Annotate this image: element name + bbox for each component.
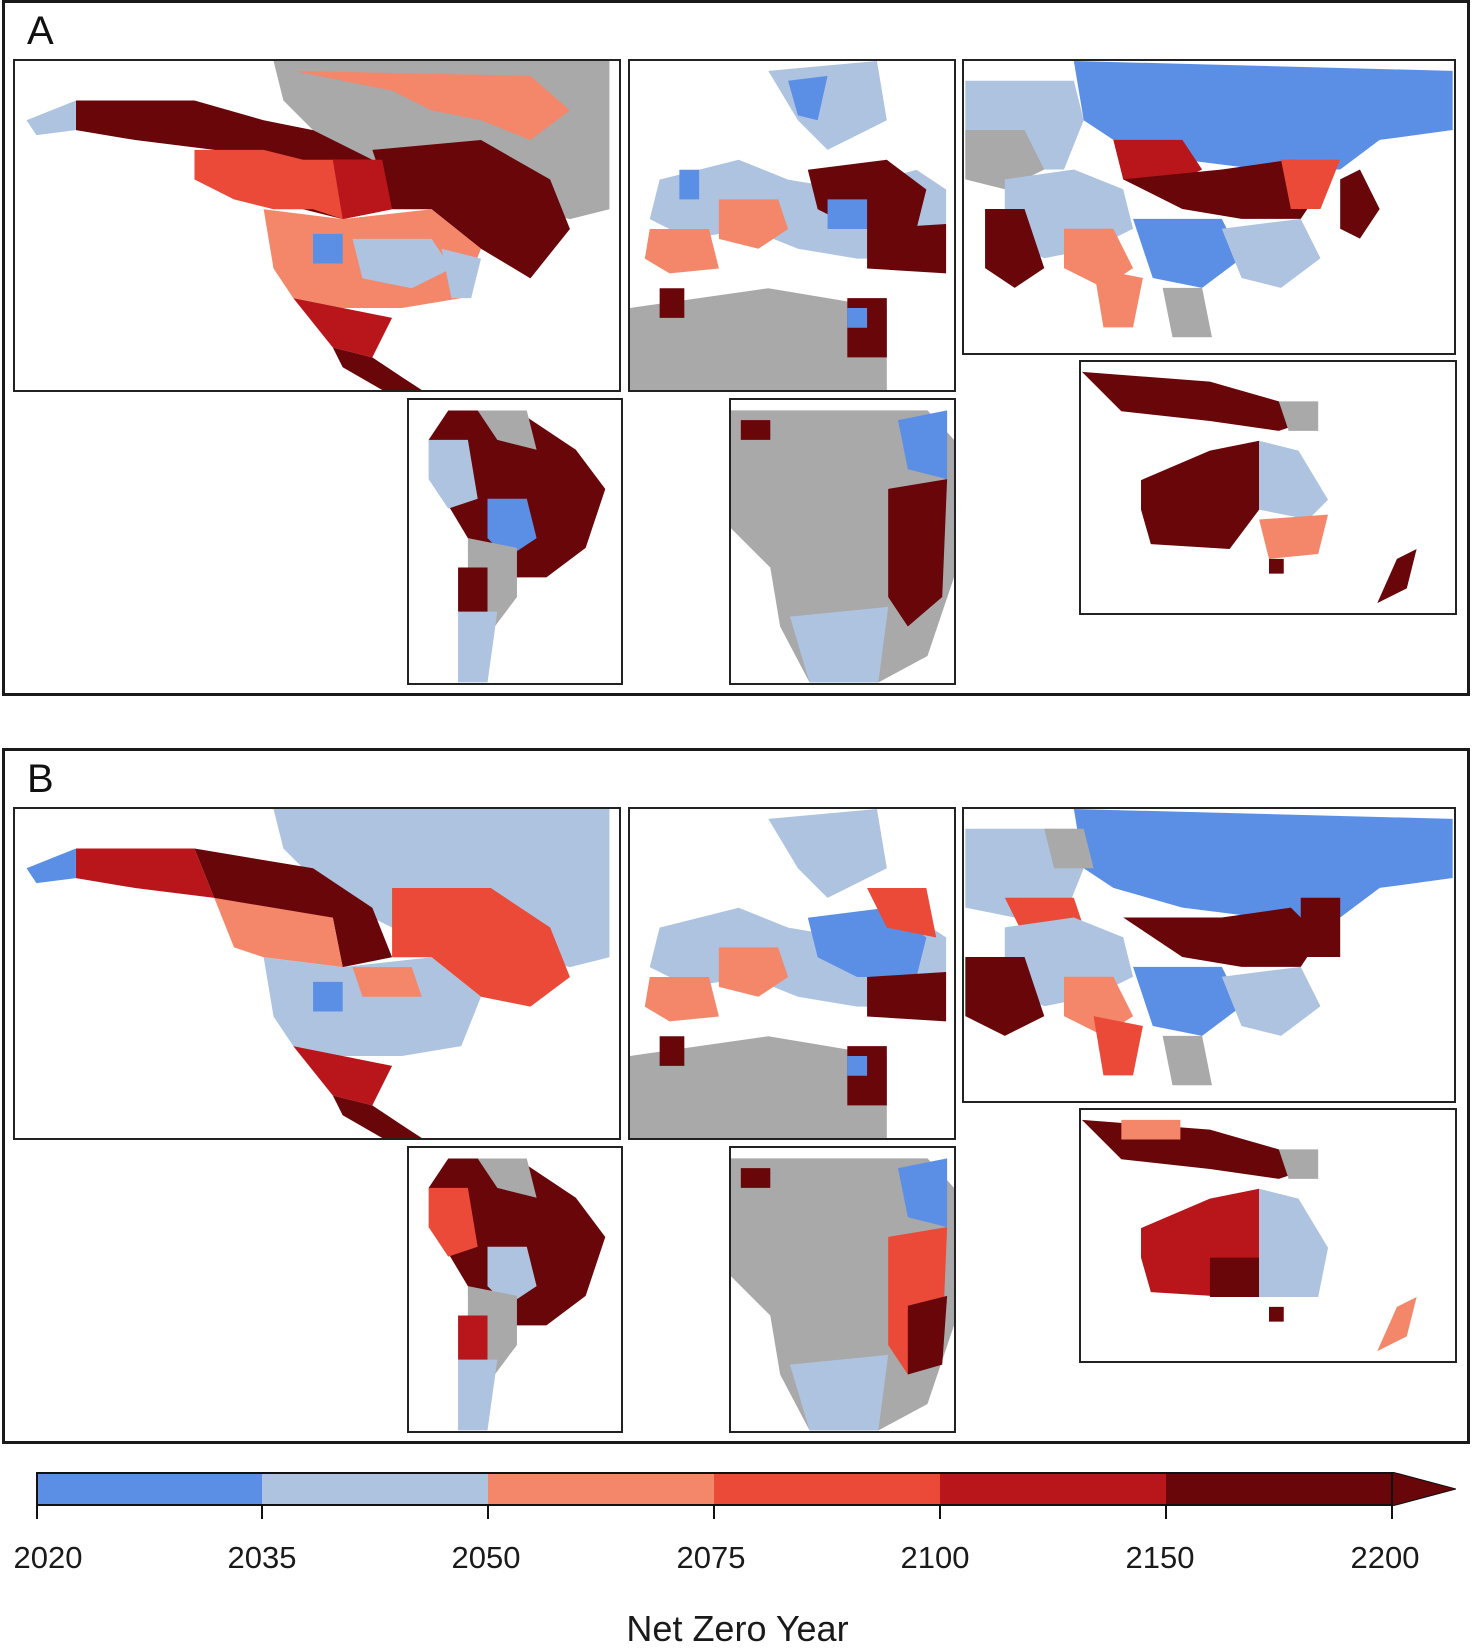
map-asia — [962, 59, 1456, 355]
south-america-shapes — [428, 410, 606, 683]
southern-africa-shapes — [731, 1158, 954, 1431]
map-southern-africa — [729, 1146, 956, 1433]
colorbar-bin — [714, 1472, 940, 1506]
colorbar-extend-arrow — [1391, 1472, 1456, 1506]
tick-label-2075: 2075 — [676, 1540, 746, 1575]
map-southern-africa — [729, 398, 956, 685]
north-america-shapes — [26, 809, 610, 1138]
map-north-america — [13, 59, 621, 392]
panel-letter: B — [27, 757, 54, 801]
colorbar-ticks — [36, 1505, 1393, 1519]
asia-shapes — [965, 61, 1453, 338]
asia-shapes — [965, 809, 1453, 1086]
map-south-america — [407, 398, 623, 685]
north-america-shapes — [26, 61, 610, 390]
map-north-america — [13, 807, 621, 1140]
southern-africa-shapes — [731, 410, 954, 683]
colorbar-bin — [940, 1472, 1166, 1506]
tick-label-2100: 2100 — [900, 1540, 970, 1575]
panel-a: A — [2, 0, 1470, 696]
map-oceania — [1079, 360, 1457, 615]
map-oceania — [1079, 1108, 1457, 1363]
oceania-shapes — [1081, 1119, 1417, 1352]
tick-label-2020: 2020 — [13, 1540, 83, 1575]
oceania-shapes — [1081, 371, 1417, 604]
colorbar — [36, 1472, 1456, 1506]
tick-label-2200: 2200 — [1350, 1540, 1420, 1575]
panel-letter: A — [27, 9, 54, 53]
tick-label-2050: 2050 — [451, 1540, 521, 1575]
colorbar-bin — [262, 1472, 488, 1506]
colorbar-bin — [488, 1472, 714, 1506]
tick-label-2035: 2035 — [227, 1540, 297, 1575]
colorbar-bin — [1166, 1472, 1392, 1506]
map-europe — [628, 59, 956, 392]
map-south-america — [407, 1146, 623, 1433]
europe-shapes — [630, 809, 947, 1138]
map-europe — [628, 807, 956, 1140]
map-asia — [962, 807, 1456, 1103]
europe-shapes — [630, 61, 947, 390]
colorbar-title: Net Zero Year — [626, 1608, 849, 1649]
tick-label-2150: 2150 — [1125, 1540, 1195, 1575]
south-america-shapes — [428, 1158, 606, 1431]
panel-b: B — [2, 748, 1470, 1444]
colorbar-bin — [36, 1472, 262, 1506]
